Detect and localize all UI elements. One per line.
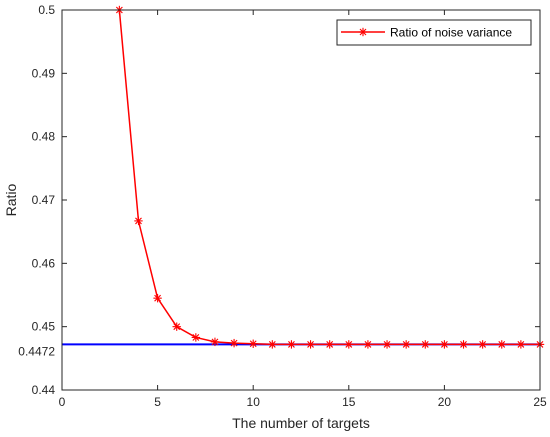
data-point-marker (191, 333, 201, 342)
x-tick-label: 15 (342, 395, 356, 409)
data-point-marker (401, 340, 411, 349)
y-tick-label: 0.49 (32, 66, 56, 80)
data-point-marker (478, 340, 487, 349)
y-tick-label: 0.48 (32, 130, 56, 144)
y-tick-label: 0.45 (32, 320, 56, 334)
x-axis-title: The number of targets (232, 415, 370, 431)
data-point-marker (287, 340, 296, 349)
legend-label: Ratio of noise variance (390, 26, 512, 40)
y-tick-label: 0.46 (32, 256, 56, 270)
data-point-marker (421, 340, 430, 349)
data-point-marker (497, 340, 506, 349)
data-point-marker (210, 337, 220, 347)
x-tick-label: 0 (59, 395, 66, 409)
x-axis-ticks: 0 5 10 15 20 25 (59, 10, 547, 409)
y-axis-title: Ratio (3, 183, 19, 216)
data-point-marker (325, 340, 334, 349)
legend-marker (358, 27, 368, 37)
data-point-marker (382, 340, 392, 349)
data-point-marker (440, 340, 449, 349)
data-point-marker (344, 340, 353, 349)
legend-asterisk (358, 27, 368, 37)
data-point-marker (516, 340, 526, 349)
reference-line-label: 0.4472 (18, 344, 55, 358)
data-point-marker (249, 339, 258, 348)
y-tick-label: 0.44 (32, 383, 56, 397)
data-point-marker (459, 340, 468, 349)
y-tick-label: 0.5 (38, 3, 55, 17)
x-tick-label: 25 (533, 395, 547, 409)
plot-area (62, 10, 540, 390)
x-tick-label: 5 (154, 395, 161, 409)
data-point-marker (229, 338, 239, 348)
x-tick-label: 10 (247, 395, 261, 409)
data-point-marker (306, 340, 315, 349)
data-point-marker (268, 340, 277, 349)
data-point-marker (153, 293, 162, 303)
legend: Ratio of noise variance (336, 19, 532, 46)
data-point-marker (134, 216, 143, 226)
x-tick-label: 20 (438, 395, 452, 409)
data-point-marker (363, 340, 373, 349)
data-point-marker (172, 322, 181, 331)
plot-frame (61, 9, 541, 391)
y-tick-label: 0.47 (32, 193, 56, 207)
